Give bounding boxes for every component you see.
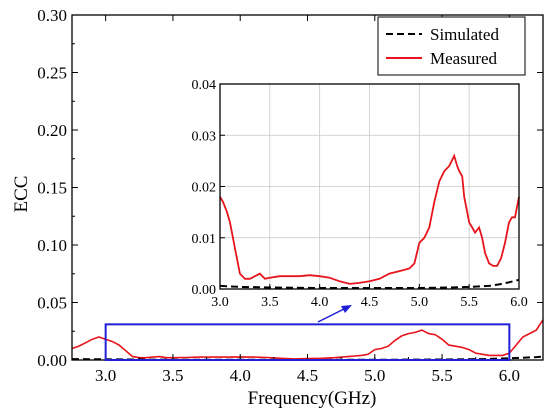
- inset-x-tick-label: 4.5: [361, 295, 379, 310]
- main-plot: 3.0 3.5 4.0 4.5 5.0 5.5 6.0 0.00 0.05 0.10 0.15 0.2…: [37, 6, 544, 385]
- y-tick-label: 0.10: [37, 236, 67, 255]
- inset-x-tick-label: 3.5: [261, 295, 279, 310]
- inset-plot: 3.0 3.5 4.0 4.5 5.0 5.5 6.0 0.00 0.01 0.02 0.03 0.0…: [192, 78, 528, 310]
- inset-y-tick-label: 0.04: [192, 78, 217, 93]
- inset-x-tick-label: 6.0: [510, 295, 528, 310]
- inset-x-tick-label: 3.0: [211, 295, 229, 310]
- inset-y-tick-label: 0.00: [192, 283, 217, 298]
- y-tick-label: 0.25: [37, 64, 67, 83]
- x-tick-label: 5.0: [364, 366, 385, 385]
- inset-series-line-simulated: [219, 278, 520, 289]
- zoom-box: [104, 323, 511, 362]
- x-tick-label: 4.0: [230, 366, 251, 385]
- inset-series-line-measured: [219, 153, 520, 285]
- inset-x-tick-label: 4.0: [311, 295, 329, 310]
- legend: Simulated Measured: [377, 16, 526, 76]
- x-tick-label: 5.5: [431, 366, 452, 385]
- y-tick-label: 0.20: [37, 121, 67, 140]
- x-tick-label: 3.0: [95, 366, 116, 385]
- arrow-shaft: [317, 306, 348, 323]
- y-axis-label: ECC: [11, 176, 32, 213]
- x-tick-label: 4.5: [297, 366, 318, 385]
- arrow-head: [341, 305, 352, 313]
- zoom-annotation: [104, 305, 511, 362]
- series-line-measured: [71, 319, 544, 360]
- x-tick-label: 3.5: [162, 366, 183, 385]
- y-tick-label: 0.05: [37, 294, 67, 313]
- y-tick-label: 0.30: [37, 6, 67, 25]
- x-tick-label: 6.0: [499, 366, 520, 385]
- legend-label-measured: Measured: [430, 49, 498, 68]
- inset-y-tick-label: 0.02: [192, 181, 217, 196]
- y-tick-label: 0.00: [37, 351, 67, 370]
- inset-x-tick-label: 5.5: [460, 295, 478, 310]
- inset-x-tick-label: 5.0: [411, 295, 429, 310]
- inset-y-tick-label: 0.01: [192, 232, 217, 247]
- y-tick-label: 0.15: [37, 179, 67, 198]
- legend-box: [377, 16, 526, 76]
- inset-y-tick-label: 0.03: [192, 129, 217, 144]
- legend-label-simulated: Simulated: [430, 25, 499, 44]
- x-axis-label: Frequency(GHz): [248, 388, 377, 409]
